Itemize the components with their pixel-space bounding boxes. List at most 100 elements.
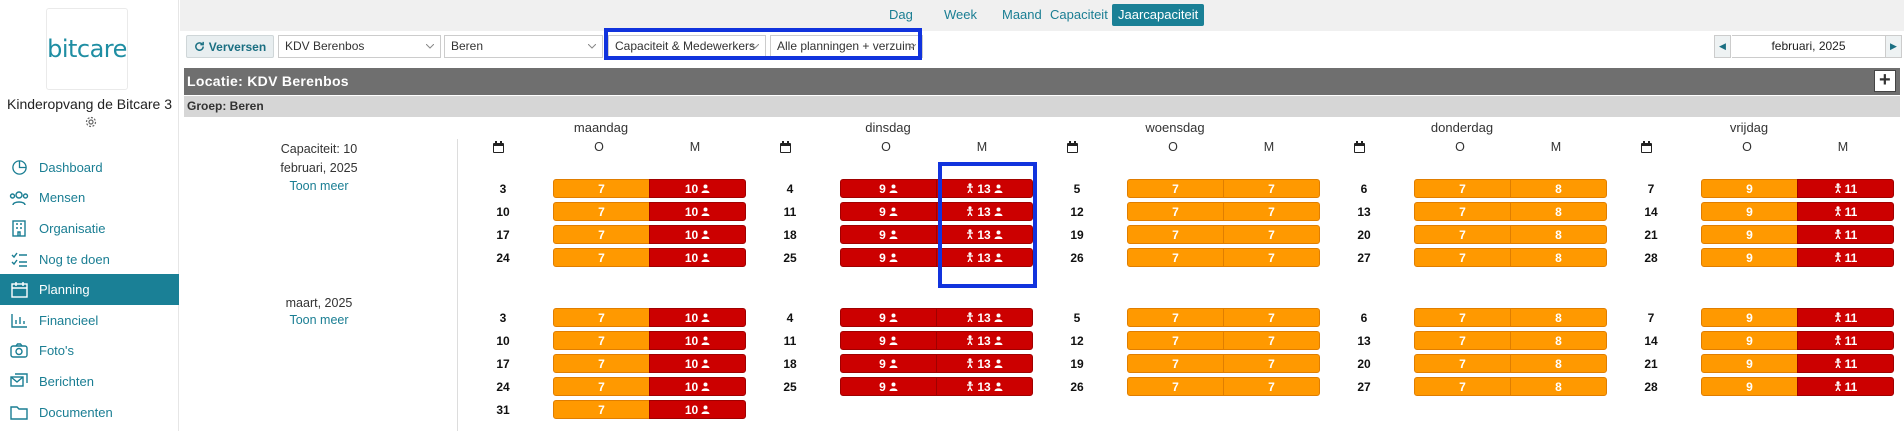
capacity-cell-o[interactable]: 9 <box>840 225 937 244</box>
capacity-cell-m[interactable]: 11 <box>1797 179 1894 198</box>
capacity-cell-m[interactable]: 13 <box>936 308 1033 327</box>
capacity-cell-o[interactable]: 9 <box>1701 202 1798 221</box>
capacity-cell-o[interactable]: 7 <box>1127 225 1224 244</box>
capacity-cell-m[interactable]: 11 <box>1797 308 1894 327</box>
capacity-cell-o[interactable]: 7 <box>1414 377 1511 396</box>
gear-icon[interactable] <box>85 116 97 128</box>
tab-dag[interactable]: Dag <box>889 7 913 22</box>
capacity-cell-m[interactable]: 13 <box>936 202 1033 221</box>
capacity-cell-o[interactable]: 9 <box>840 202 937 221</box>
capacity-cell-o[interactable]: 7 <box>1127 331 1224 350</box>
tab-maand[interactable]: Maand <box>1002 7 1042 22</box>
group-select[interactable]: Beren <box>444 35 603 58</box>
capacity-cell-o[interactable]: 9 <box>1701 225 1798 244</box>
calendar-icon[interactable] <box>780 140 791 153</box>
sidebar-item-organisatie[interactable]: Organisatie <box>0 213 179 244</box>
capacity-cell-m[interactable]: 7 <box>1223 248 1320 267</box>
capacity-cell-m[interactable]: 13 <box>936 179 1033 198</box>
sidebar-item-foto-s[interactable]: Foto's <box>0 336 179 367</box>
capacity-cell-m[interactable]: 8 <box>1510 179 1607 198</box>
capacity-cell-m[interactable]: 7 <box>1223 225 1320 244</box>
mode-select[interactable]: Capaciteit & Medewerkers <box>608 35 766 58</box>
location-select[interactable]: KDV Berenbos <box>278 35 441 58</box>
toon-meer-link[interactable]: Toon meer <box>289 179 349 193</box>
capacity-cell-m[interactable]: 10 <box>649 377 746 396</box>
capacity-cell-o[interactable]: 9 <box>1701 354 1798 373</box>
capacity-cell-m[interactable]: 10 <box>649 225 746 244</box>
capacity-cell-m[interactable]: 7 <box>1223 354 1320 373</box>
capacity-cell-o[interactable]: 9 <box>840 331 937 350</box>
sidebar-item-mensen[interactable]: Mensen <box>0 183 179 214</box>
capacity-cell-m[interactable]: 11 <box>1797 331 1894 350</box>
capacity-cell-o[interactable]: 7 <box>553 377 650 396</box>
capacity-cell-o[interactable]: 7 <box>553 248 650 267</box>
capacity-cell-m[interactable]: 10 <box>649 308 746 327</box>
capacity-cell-o[interactable]: 7 <box>553 400 650 419</box>
capacity-cell-m[interactable]: 11 <box>1797 202 1894 221</box>
capacity-cell-o[interactable]: 7 <box>1127 179 1224 198</box>
capacity-cell-m[interactable]: 8 <box>1510 377 1607 396</box>
sidebar-item-financieel[interactable]: Financieel <box>0 305 179 336</box>
capacity-cell-o[interactable]: 9 <box>1701 377 1798 396</box>
capacity-cell-m[interactable]: 13 <box>936 354 1033 373</box>
capacity-cell-o[interactable]: 7 <box>1127 308 1224 327</box>
capacity-cell-o[interactable]: 9 <box>840 248 937 267</box>
capacity-cell-o[interactable]: 7 <box>553 331 650 350</box>
prev-month-button[interactable]: ◀ <box>1714 35 1731 58</box>
calendar-icon[interactable] <box>1354 140 1365 153</box>
capacity-cell-m[interactable]: 13 <box>936 248 1033 267</box>
capacity-cell-m[interactable]: 13 <box>936 331 1033 350</box>
capacity-cell-m[interactable]: 7 <box>1223 377 1320 396</box>
capacity-cell-m[interactable]: 13 <box>936 377 1033 396</box>
capacity-cell-o[interactable]: 9 <box>1701 308 1798 327</box>
month-field[interactable]: februari, 2025 <box>1732 35 1885 58</box>
capacity-cell-m[interactable]: 7 <box>1223 308 1320 327</box>
capacity-cell-o[interactable]: 9 <box>840 179 937 198</box>
capacity-cell-o[interactable]: 7 <box>1414 179 1511 198</box>
capacity-cell-o[interactable]: 7 <box>1127 377 1224 396</box>
capacity-cell-o[interactable]: 9 <box>840 377 937 396</box>
capacity-cell-o[interactable]: 9 <box>1701 179 1798 198</box>
capacity-cell-o[interactable]: 7 <box>1414 354 1511 373</box>
capacity-cell-o[interactable]: 7 <box>1127 248 1224 267</box>
next-month-button[interactable]: ▶ <box>1885 35 1902 58</box>
capacity-cell-m[interactable]: 10 <box>649 202 746 221</box>
add-button[interactable]: + <box>1874 70 1896 92</box>
capacity-cell-o[interactable]: 7 <box>1414 202 1511 221</box>
capacity-cell-m[interactable]: 11 <box>1797 354 1894 373</box>
refresh-button[interactable]: Verversen <box>186 35 274 58</box>
tab-capaciteit[interactable]: Capaciteit <box>1050 7 1108 22</box>
capacity-cell-o[interactable]: 7 <box>553 202 650 221</box>
capacity-cell-o[interactable]: 7 <box>1414 248 1511 267</box>
capacity-cell-o[interactable]: 9 <box>840 308 937 327</box>
capacity-cell-m[interactable]: 7 <box>1223 202 1320 221</box>
capacity-cell-m[interactable]: 8 <box>1510 331 1607 350</box>
capacity-cell-o[interactable]: 7 <box>1127 354 1224 373</box>
tab-jaarcapaciteit[interactable]: Jaarcapaciteit <box>1112 4 1205 26</box>
planning-select[interactable]: Alle planningen + verzuim <box>770 35 923 58</box>
sidebar-item-documenten[interactable]: Documenten <box>0 397 179 428</box>
capacity-cell-o[interactable]: 7 <box>553 308 650 327</box>
calendar-icon[interactable] <box>1641 140 1652 153</box>
capacity-cell-m[interactable]: 10 <box>649 354 746 373</box>
capacity-cell-o[interactable]: 7 <box>553 354 650 373</box>
sidebar-item-nog-te-doen[interactable]: Nog te doen <box>0 244 179 275</box>
calendar-icon[interactable] <box>493 140 504 153</box>
capacity-cell-o[interactable]: 9 <box>840 354 937 373</box>
capacity-cell-m[interactable]: 10 <box>649 400 746 419</box>
capacity-cell-o[interactable]: 9 <box>1701 331 1798 350</box>
capacity-cell-m[interactable]: 8 <box>1510 308 1607 327</box>
capacity-cell-o[interactable]: 7 <box>1414 308 1511 327</box>
capacity-cell-m[interactable]: 8 <box>1510 354 1607 373</box>
sidebar-item-dashboard[interactable]: Dashboard <box>0 152 179 183</box>
tab-week[interactable]: Week <box>944 7 977 22</box>
capacity-cell-o[interactable]: 7 <box>1414 331 1511 350</box>
capacity-cell-m[interactable]: 7 <box>1223 331 1320 350</box>
capacity-cell-m[interactable]: 11 <box>1797 377 1894 396</box>
capacity-cell-m[interactable]: 8 <box>1510 225 1607 244</box>
capacity-cell-m[interactable]: 10 <box>649 179 746 198</box>
capacity-cell-o[interactable]: 7 <box>553 179 650 198</box>
capacity-cell-m[interactable]: 8 <box>1510 202 1607 221</box>
toon-meer-link[interactable]: Toon meer <box>289 313 349 327</box>
capacity-cell-m[interactable]: 13 <box>936 225 1033 244</box>
